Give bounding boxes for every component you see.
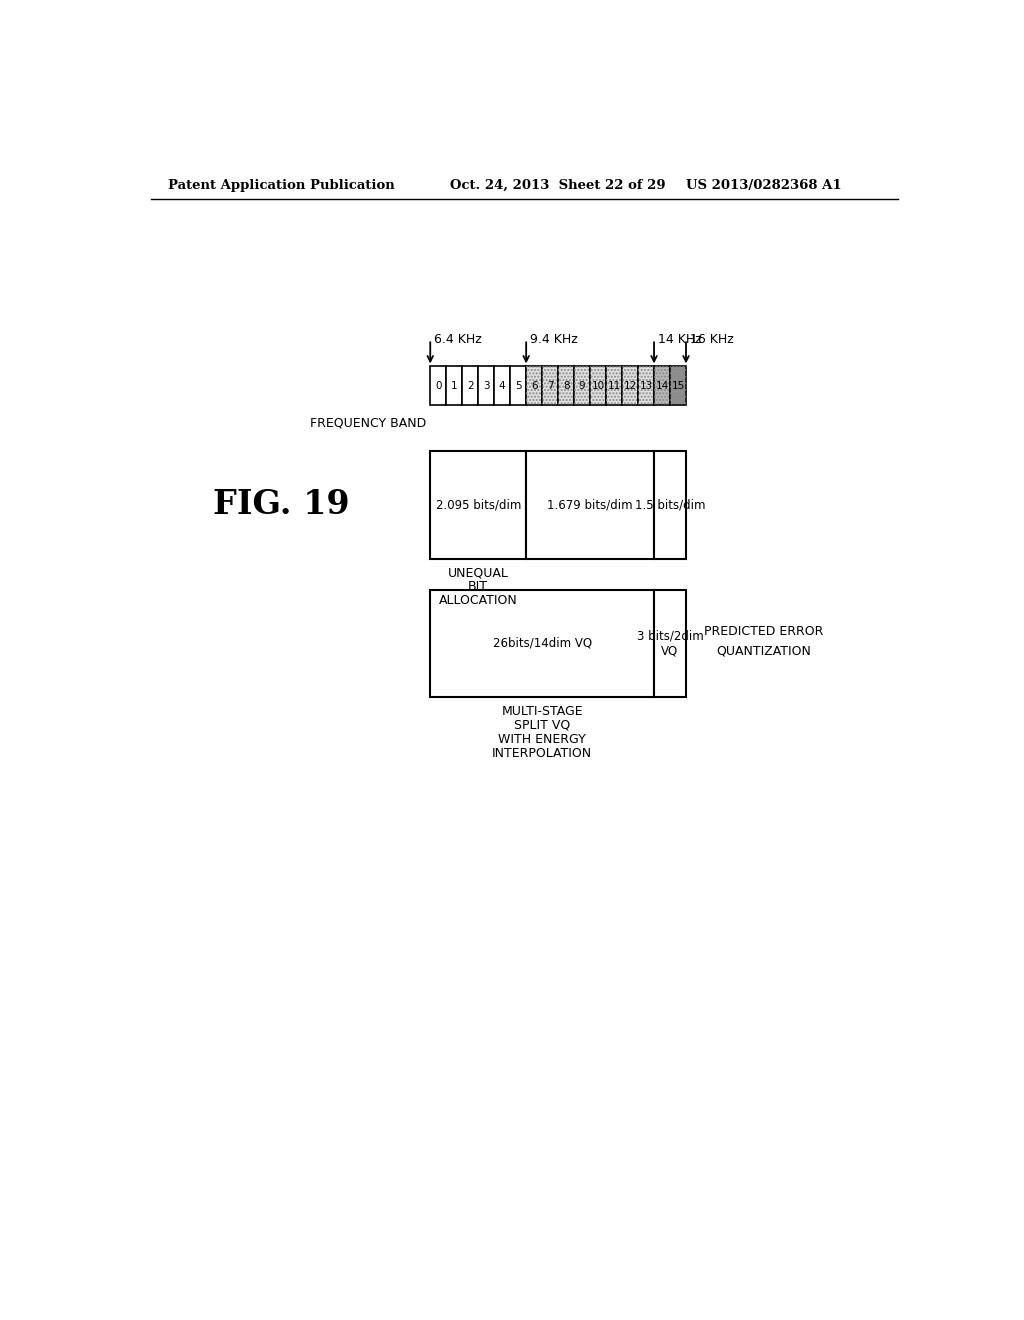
Text: 3 bits/2dim
VQ: 3 bits/2dim VQ <box>637 630 703 657</box>
Text: FIG. 19: FIG. 19 <box>213 488 350 521</box>
Text: 14: 14 <box>655 380 669 391</box>
Text: US 2013/0282368 A1: US 2013/0282368 A1 <box>686 178 842 191</box>
Bar <box>638 367 654 405</box>
Bar <box>558 367 574 405</box>
Bar <box>526 367 542 405</box>
Bar <box>654 590 686 697</box>
Text: UNEQUAL: UNEQUAL <box>447 566 509 579</box>
Text: ALLOCATION: ALLOCATION <box>439 594 517 607</box>
Bar <box>430 590 654 697</box>
Text: 15: 15 <box>672 380 685 391</box>
Text: 26bits/14dim VQ: 26bits/14dim VQ <box>493 638 592 649</box>
Text: INTERPOLATION: INTERPOLATION <box>493 747 592 760</box>
Bar <box>542 367 558 405</box>
Text: SPLIT VQ: SPLIT VQ <box>514 719 570 733</box>
Bar <box>606 367 622 405</box>
Text: QUANTIZATION: QUANTIZATION <box>716 644 811 657</box>
Bar <box>670 367 686 405</box>
Text: 14 KHz: 14 KHz <box>657 333 701 346</box>
Text: 12: 12 <box>624 380 637 391</box>
Text: 10: 10 <box>592 380 604 391</box>
Text: 6.4 KHz: 6.4 KHz <box>434 333 482 346</box>
Bar <box>526 367 542 405</box>
Text: FREQUENCY BAND: FREQUENCY BAND <box>310 416 426 429</box>
Text: PREDICTED ERROR: PREDICTED ERROR <box>703 626 823 639</box>
Bar <box>495 367 510 405</box>
Bar <box>574 367 590 405</box>
Text: 1.5 bits/dim: 1.5 bits/dim <box>635 499 706 511</box>
Text: BIT: BIT <box>468 581 488 594</box>
Text: 0: 0 <box>435 380 441 391</box>
Text: 9: 9 <box>579 380 586 391</box>
Bar <box>462 367 478 405</box>
Bar <box>430 367 446 405</box>
Text: 8: 8 <box>563 380 569 391</box>
Bar <box>558 367 574 405</box>
Bar <box>590 367 606 405</box>
Bar <box>638 367 654 405</box>
Bar <box>606 367 622 405</box>
Text: Patent Application Publication: Patent Application Publication <box>168 178 395 191</box>
Bar <box>510 367 526 405</box>
Text: WITH ENERGY: WITH ENERGY <box>499 733 586 746</box>
Bar <box>622 367 638 405</box>
Text: MULTI-STAGE: MULTI-STAGE <box>502 705 583 718</box>
Text: 1.679 bits/dim: 1.679 bits/dim <box>547 499 633 511</box>
Text: 2: 2 <box>467 380 473 391</box>
Text: Oct. 24, 2013  Sheet 22 of 29: Oct. 24, 2013 Sheet 22 of 29 <box>450 178 666 191</box>
Text: 2.095 bits/dim: 2.095 bits/dim <box>435 499 521 511</box>
Text: 9.4 KHz: 9.4 KHz <box>530 333 578 346</box>
Text: 11: 11 <box>607 380 621 391</box>
Bar <box>542 367 558 405</box>
Text: 16 KHz: 16 KHz <box>690 333 733 346</box>
Text: 3: 3 <box>483 380 489 391</box>
Text: 7: 7 <box>547 380 553 391</box>
Bar <box>670 367 686 405</box>
Text: 4: 4 <box>499 380 506 391</box>
Bar <box>654 367 670 405</box>
Bar <box>446 367 462 405</box>
Bar <box>574 367 590 405</box>
Text: 5: 5 <box>515 380 521 391</box>
Bar <box>478 367 495 405</box>
Bar <box>430 451 526 558</box>
Bar <box>526 451 654 558</box>
Bar <box>654 367 670 405</box>
Bar <box>622 367 638 405</box>
Bar <box>654 451 686 558</box>
Bar <box>590 367 606 405</box>
Text: 1: 1 <box>451 380 458 391</box>
Text: 6: 6 <box>530 380 538 391</box>
Text: 13: 13 <box>639 380 652 391</box>
